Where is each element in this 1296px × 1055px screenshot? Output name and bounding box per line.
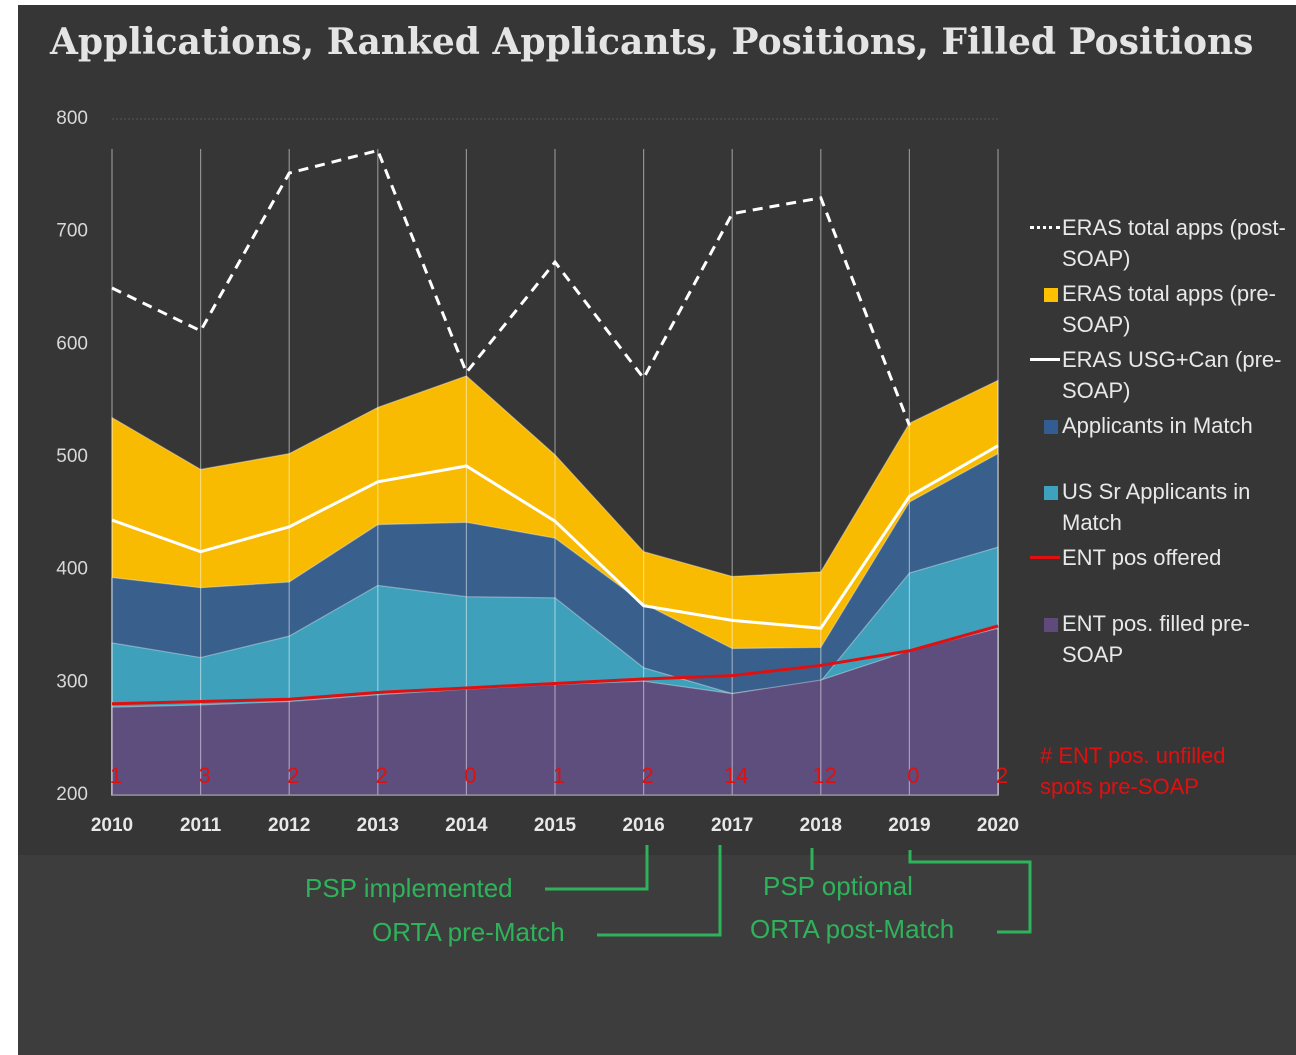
legend-label: ERAS USG+Can (pre-SOAP) bbox=[1062, 347, 1282, 403]
x-tick-label: 2016 bbox=[622, 815, 664, 836]
x-tick-label: 2010 bbox=[91, 815, 133, 836]
legend-label: ENT pos offered bbox=[1062, 545, 1222, 570]
connector bbox=[597, 845, 722, 937]
y-tick-label: 500 bbox=[56, 446, 88, 467]
annotation: PSP optional bbox=[763, 871, 913, 901]
annotation: ORTA pre-Match bbox=[372, 917, 565, 947]
data-label: 2 bbox=[641, 763, 653, 788]
areas bbox=[111, 375, 999, 796]
x-tick-label: 2017 bbox=[711, 815, 753, 836]
annotation: # ENT pos. unfilled spots pre-SOAP bbox=[1040, 743, 1226, 799]
y-tick-label: 600 bbox=[56, 333, 88, 354]
legend-label: ERAS total apps (post-SOAP) bbox=[1062, 215, 1286, 271]
legend-swatch bbox=[1044, 618, 1058, 632]
legend-label: ERAS total apps (pre-SOAP) bbox=[1062, 281, 1276, 337]
x-tick-label: 2012 bbox=[268, 815, 310, 836]
annotation: PSP implemented bbox=[305, 873, 513, 903]
x-tick-label: 2019 bbox=[888, 815, 930, 836]
annotation: ORTA post-Match bbox=[750, 914, 954, 944]
data-label: 2 bbox=[287, 763, 299, 788]
line bbox=[111, 624, 999, 706]
connector bbox=[908, 850, 1032, 934]
x-tick-label: 2013 bbox=[357, 815, 399, 836]
x-tick-label: 2020 bbox=[977, 815, 1019, 836]
y-tick-label: 800 bbox=[56, 108, 88, 129]
plot bbox=[111, 148, 999, 796]
y-tick-label: 300 bbox=[56, 671, 88, 692]
y-tick-label: 700 bbox=[56, 221, 88, 242]
legend-swatch bbox=[1044, 486, 1058, 500]
data-label: 0 bbox=[464, 763, 476, 788]
x-tick-label: 2014 bbox=[445, 815, 488, 836]
x-tick-label: 2011 bbox=[180, 815, 222, 836]
chart-title: Applications, Ranked Applicants, Positio… bbox=[49, 21, 1253, 63]
vertical-grid bbox=[111, 149, 999, 795]
legend-label: US Sr Applicants in Match bbox=[1062, 479, 1251, 535]
data-label: 0 bbox=[907, 763, 919, 788]
x-tick-label: 2015 bbox=[534, 815, 577, 836]
data-label: 2 bbox=[996, 763, 1008, 788]
legend-label: Applicants in Match bbox=[1062, 413, 1253, 438]
legend-swatch bbox=[1044, 288, 1058, 302]
annotation-connectors bbox=[545, 845, 1032, 937]
dashed-line bbox=[111, 148, 911, 426]
legend-line bbox=[1030, 358, 1060, 361]
legend-line bbox=[1030, 556, 1060, 559]
legend-label: ENT pos. filled pre-SOAP bbox=[1062, 611, 1250, 667]
data-label: 1 bbox=[110, 763, 122, 788]
legend-swatch bbox=[1044, 420, 1058, 434]
data-label: 12 bbox=[813, 763, 837, 788]
line bbox=[111, 444, 999, 630]
data-label: 2 bbox=[376, 763, 388, 788]
connector bbox=[545, 845, 649, 891]
area bbox=[111, 627, 999, 796]
lines bbox=[111, 148, 999, 706]
y-tick-label: 200 bbox=[56, 784, 88, 805]
data-label: 14 bbox=[724, 763, 748, 788]
data-label: 3 bbox=[198, 763, 210, 788]
data-label: 1 bbox=[553, 763, 565, 788]
y-tick-label: 400 bbox=[56, 559, 88, 580]
legend-line bbox=[1030, 226, 1060, 229]
x-tick-label: 2018 bbox=[800, 815, 842, 836]
